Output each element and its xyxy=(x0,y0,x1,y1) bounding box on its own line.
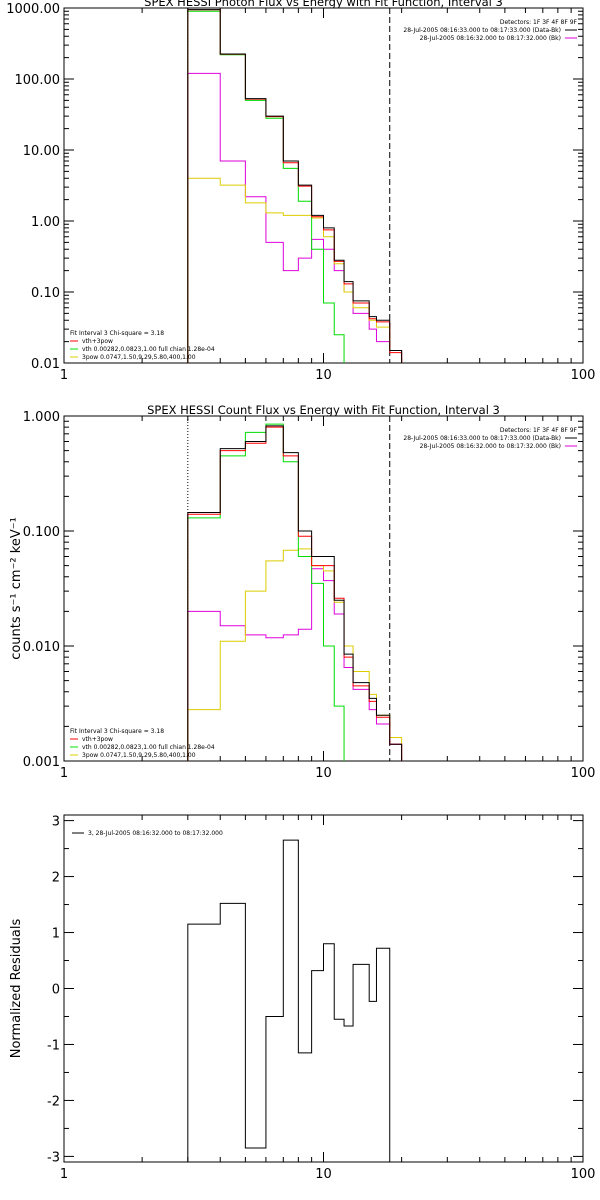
x-tick-label: 100 xyxy=(571,766,596,781)
series-0-line xyxy=(187,425,403,761)
y-tick-label: 1000.00 xyxy=(6,2,60,17)
plot-2: SPEX HESSI Count Flux vs Energy with Fit… xyxy=(9,403,595,781)
plot-frame xyxy=(63,7,584,364)
legend-top: 3, 28-Jul-2005 08:16:32.000 to 08:17:32.… xyxy=(72,830,223,837)
legend-entry: 28-Jul-2005 08:16:32.000 to 08:17:32.000… xyxy=(420,35,561,42)
legend-bottom: Fit Interval 3 Chi-square = 3.18vth+3pow… xyxy=(70,330,215,361)
series-4-line xyxy=(187,72,403,363)
y-tick-label: 1 xyxy=(52,927,60,942)
legend-entry: 3pow 0.0747,1.50,9.29,5.80,400,1.00 xyxy=(82,354,196,361)
y-tick-label: 1.000 xyxy=(23,410,60,425)
x-tick-label: 1 xyxy=(60,1167,68,1182)
series-3-line xyxy=(187,548,403,761)
y-tick-label: 1.00 xyxy=(31,215,60,230)
x-tick-label: 100 xyxy=(571,1167,596,1182)
x-tick-label: 10 xyxy=(315,1167,332,1182)
x-tick-label: 10 xyxy=(315,368,332,383)
legend-bottom: Fit Interval 3 Chi-square = 3.18vth+3pow… xyxy=(70,728,215,759)
legend-entry: 3, 28-Jul-2005 08:16:32.000 to 08:17:32.… xyxy=(88,830,223,837)
y-tick-label: 100.00 xyxy=(15,73,61,88)
series-0-line xyxy=(187,9,403,363)
x-tick-label: 10 xyxy=(315,766,332,781)
y-tick-label: 0.10 xyxy=(31,286,60,301)
y-tick-label: -3 xyxy=(47,1150,60,1165)
series-3-line xyxy=(187,177,403,363)
y-tick-label: 3 xyxy=(52,815,60,830)
y-tick-label: 10.00 xyxy=(23,144,60,159)
legend-entry: vth+3pow xyxy=(82,338,113,345)
series-2-line xyxy=(187,10,345,363)
y-tick-label: 0 xyxy=(52,983,60,998)
y-tick-label: 0.001 xyxy=(23,755,60,770)
legend-entry: vth 0.00282,0.0823,1.00 full chian 1.28e… xyxy=(82,744,215,751)
y-tick-label: 0.100 xyxy=(23,525,60,540)
y-axis-label: Normalized Residuals xyxy=(9,919,24,1059)
y-tick-label: 0.010 xyxy=(23,640,60,655)
x-tick-label: 1 xyxy=(60,368,68,383)
legend-heading: Fit Interval 3 Chi-square = 3.18 xyxy=(70,330,164,337)
legend-heading: Detectors: 1F 3F 4F 8F 9F xyxy=(500,427,578,434)
legend-entry: vth 0.00282,0.0823,1.00 full chian 1.28e… xyxy=(82,346,215,353)
legend-entry: 3pow 0.0747,1.50,9.29,5.80,400,1.00 xyxy=(82,752,196,759)
legend-entry: 28-Jul-2005 08:16:32.000 to 08:17:32.000… xyxy=(420,443,561,450)
plot-title: SPEX HESSI Photon Flux vs Energy with Fi… xyxy=(144,0,503,9)
y-axis-label: counts s⁻¹ cm⁻² keV⁻¹ xyxy=(9,517,24,660)
plot-frame xyxy=(63,814,584,1163)
y-tick-label: -1 xyxy=(47,1038,60,1053)
legend-entry: 28-Jul-2005 08:16:33.000 to 08:17:33.000… xyxy=(403,27,561,34)
x-tick-label: 1 xyxy=(60,766,68,781)
legend-entry: 28-Jul-2005 08:16:33.000 to 08:17:33.000… xyxy=(403,435,561,442)
plot-3: Normalized Residuals 1 10 100 -3 -2 -1 0 1 2 3 3, 2… xyxy=(9,814,596,1182)
series-2-line xyxy=(187,423,345,761)
x-tick-label: 100 xyxy=(571,368,596,383)
legend-heading: Detectors: 1F 3F 4F 8F 9F xyxy=(500,19,578,26)
y-tick-label: -2 xyxy=(47,1094,60,1109)
legend-heading: Fit Interval 3 Chi-square = 3.18 xyxy=(70,728,164,735)
plot-title: SPEX HESSI Count Flux vs Energy with Fit… xyxy=(147,403,500,417)
series-0-line xyxy=(187,839,391,1162)
plot-1: SPEX HESSI Photon Flux vs Energy with Fi… xyxy=(6,0,596,383)
y-tick-label: 2 xyxy=(52,871,60,886)
y-tick-label: 0.01 xyxy=(31,357,60,372)
legend-entry: vth+3pow xyxy=(82,736,113,743)
